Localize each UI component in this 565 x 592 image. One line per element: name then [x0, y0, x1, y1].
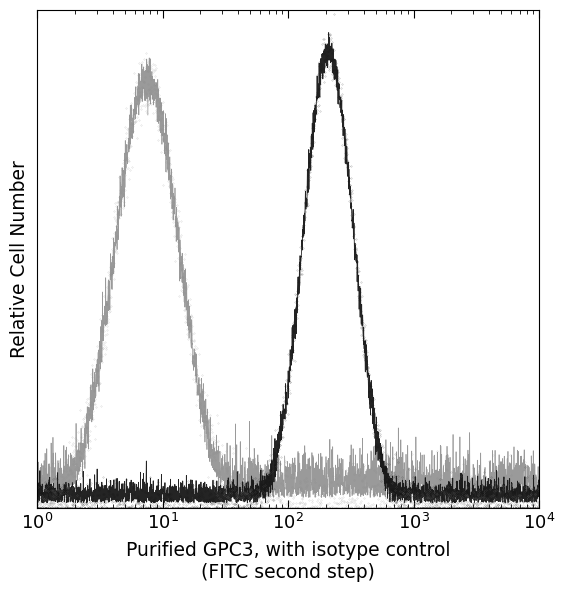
X-axis label: Purified GPC3, with isotype control
(FITC second step): Purified GPC3, with isotype control (FIT…: [126, 541, 450, 583]
Y-axis label: Relative Cell Number: Relative Cell Number: [10, 160, 29, 358]
